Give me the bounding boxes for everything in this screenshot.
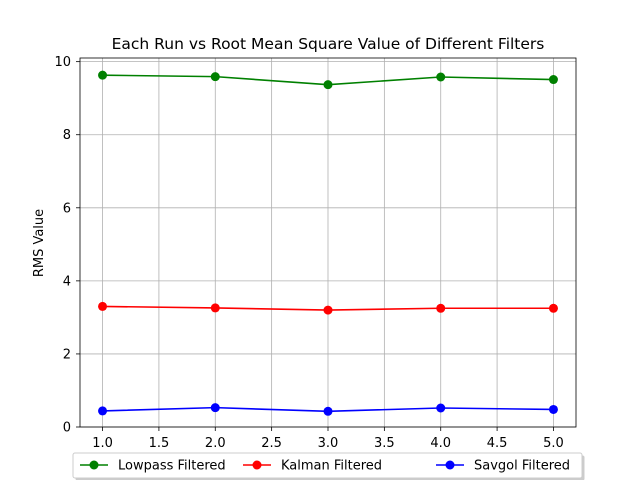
legend-box <box>72 452 583 479</box>
plot-frame <box>79 57 577 428</box>
x-tick-label: 2.0 <box>205 436 226 451</box>
grid <box>80 58 576 428</box>
legend-label: Savgol Filtered <box>474 459 570 474</box>
data-point <box>98 301 108 311</box>
series-kalman-filtered <box>98 301 558 315</box>
legend-marker <box>445 460 455 470</box>
y-tick-label: 4 <box>63 274 71 289</box>
data-point <box>210 403 220 413</box>
legend-marker <box>89 460 99 470</box>
data-point <box>210 303 220 313</box>
y-tick-label: 10 <box>54 55 71 70</box>
data-point <box>436 403 446 413</box>
y-tick-label: 8 <box>63 128 71 143</box>
x-tick-label: 3.0 <box>318 436 339 451</box>
data-point <box>436 72 446 82</box>
legend-label: Kalman Filtered <box>281 459 382 474</box>
legend-item: Kalman Filtered <box>243 459 382 474</box>
data-point <box>98 70 108 80</box>
legend-marker <box>252 460 262 470</box>
legend-items: Lowpass Filtered Kalman Filtered Savgol Fi… <box>80 459 570 474</box>
x-axis-ticks: 1.0 1.5 2.0 2.5 3.0 3.5 4.0 4.5 5.0 <box>92 427 564 451</box>
x-tick-label: 2.5 <box>261 436 282 451</box>
data-point <box>436 303 446 313</box>
x-tick-label: 1.0 <box>92 436 113 451</box>
data-point <box>210 72 220 82</box>
x-tick-label: 4.0 <box>430 436 451 451</box>
y-tick-label: 6 <box>63 201 71 216</box>
series-savgol-filtered <box>98 403 558 416</box>
legend-item: Savgol Filtered <box>436 459 570 474</box>
chart-title: Each Run vs Root Mean Square Value of Di… <box>112 35 545 53</box>
legend: Lowpass Filtered Kalman Filtered Savgol Fi… <box>72 452 585 480</box>
legend-item: Lowpass Filtered <box>80 459 226 474</box>
data-point <box>323 80 333 90</box>
series-layer <box>98 70 558 416</box>
data-point <box>548 75 558 85</box>
data-point <box>323 305 333 315</box>
data-point <box>548 303 558 313</box>
y-axis-ticks: 0 2 4 6 8 10 <box>54 55 80 436</box>
data-point <box>98 406 108 416</box>
y-tick-label: 2 <box>63 347 71 362</box>
data-point <box>323 406 333 416</box>
y-axis-label: RMS Value <box>32 209 47 277</box>
x-tick-label: 4.5 <box>487 436 508 451</box>
y-tick-label: 0 <box>63 421 71 436</box>
x-tick-label: 5.0 <box>543 436 564 451</box>
x-tick-label: 3.5 <box>374 436 395 451</box>
data-point <box>548 404 558 414</box>
x-tick-label: 1.5 <box>149 436 170 451</box>
legend-label: Lowpass Filtered <box>118 459 226 474</box>
series-lowpass-filtered <box>98 70 558 90</box>
